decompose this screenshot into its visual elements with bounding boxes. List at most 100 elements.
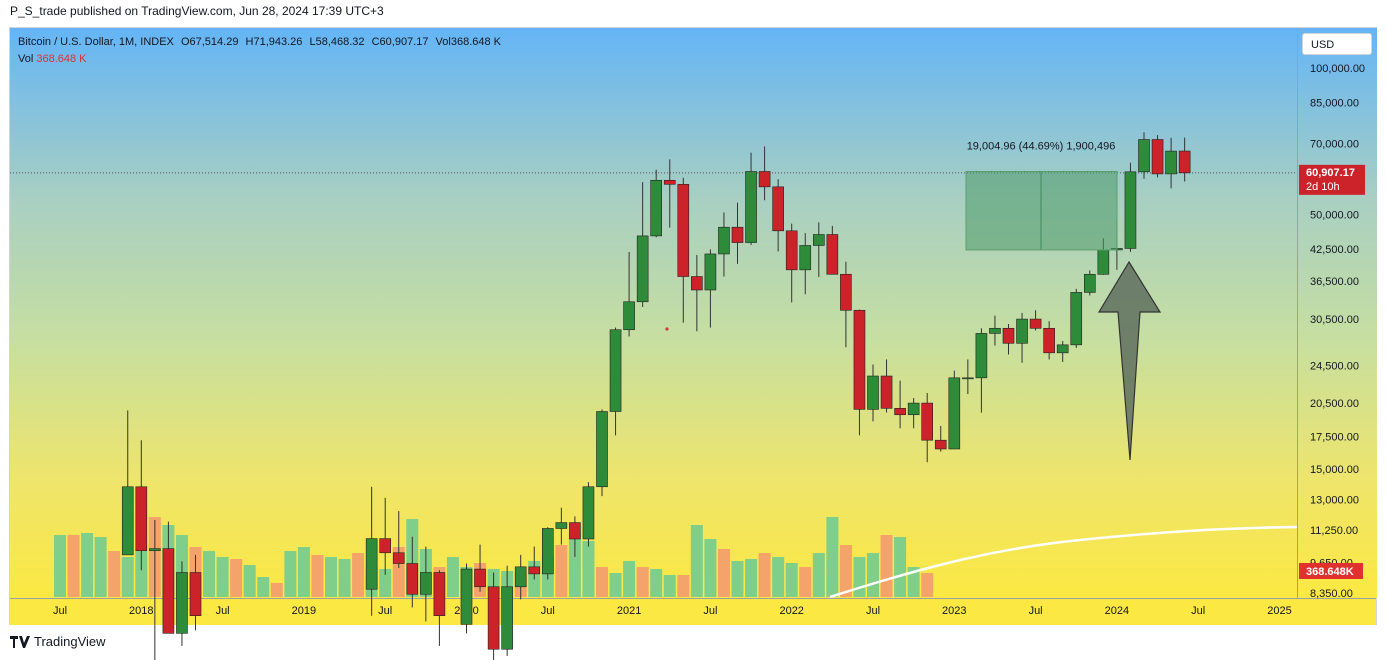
volume-bar xyxy=(799,567,812,597)
legend-high: H71,943.26 xyxy=(245,36,303,48)
time-tick-label: Jul xyxy=(378,605,392,617)
candle-body xyxy=(894,408,906,416)
volume-bar xyxy=(311,555,324,597)
time-tick-label: Jul xyxy=(216,605,230,617)
publish-info: P_S_trade published on TradingView.com, … xyxy=(10,4,384,18)
price-tick-label: 13,000.00 xyxy=(1310,494,1359,506)
volume-badge-value: 368.648K xyxy=(1306,566,1354,578)
candle-body xyxy=(1151,139,1164,175)
candle-body xyxy=(663,179,676,185)
candle-body xyxy=(1124,171,1137,249)
candle-body xyxy=(799,245,812,271)
legend-open: O67,514.29 xyxy=(180,36,239,48)
candle-body xyxy=(420,572,432,595)
volume-bar xyxy=(880,535,893,597)
volume-bar xyxy=(216,557,229,597)
candle-body xyxy=(907,402,920,416)
candle-body xyxy=(392,552,405,564)
candle-body xyxy=(1165,150,1177,175)
candle-body xyxy=(1138,139,1150,173)
candle-body xyxy=(921,402,934,441)
candle-body xyxy=(569,522,581,540)
candle-body xyxy=(555,522,568,529)
volume-bar xyxy=(623,561,636,597)
volume-bar xyxy=(690,525,703,597)
time-tick-label: Jul xyxy=(866,605,880,617)
price-tick-label: 8,350.00 xyxy=(1310,588,1353,600)
plot-area[interactable] xyxy=(10,28,1297,598)
volume-bar xyxy=(826,517,839,597)
measure-label: 19,004.96 (44.69%) 1,900,496 xyxy=(967,140,1116,152)
volume-bar xyxy=(772,557,785,597)
candle-body xyxy=(636,235,649,303)
time-tick-label: Jul xyxy=(1029,605,1043,617)
volume-bar xyxy=(894,537,907,597)
last-price-value: 60,907.17 xyxy=(1306,167,1355,179)
tradingview-logo-icon xyxy=(10,635,30,648)
legend-close: C60,907.17 xyxy=(371,36,429,48)
volume-bar xyxy=(853,557,866,597)
volume-bar xyxy=(717,549,730,597)
volume-bar xyxy=(325,557,337,597)
volume-bar xyxy=(270,583,283,597)
candle-body xyxy=(1178,150,1191,174)
volume-bar xyxy=(243,565,256,597)
volume-legend-label: Vol xyxy=(18,53,34,65)
volume-badge xyxy=(1299,563,1363,579)
volume-bar xyxy=(297,547,310,597)
candle-body xyxy=(189,572,202,617)
price-tick-label: 50,000.00 xyxy=(1310,210,1359,222)
candle-body xyxy=(853,309,866,410)
volume-bar xyxy=(907,567,920,597)
brand-name: TradingView xyxy=(34,634,106,649)
price-scale[interactable] xyxy=(1297,28,1377,598)
volume-bar xyxy=(568,531,581,597)
candle-body xyxy=(474,568,486,588)
up-arrow-annotation xyxy=(1097,260,1162,461)
price-tick-label: 36,500.00 xyxy=(1310,276,1359,288)
price-tick-label: 17,500.00 xyxy=(1310,432,1359,444)
volume-bar xyxy=(284,551,297,597)
volume-bar xyxy=(230,559,243,597)
candle-body xyxy=(501,586,513,650)
volume-bar xyxy=(785,563,798,597)
candle-body xyxy=(1002,327,1015,344)
price-tick-label: 85,000.00 xyxy=(1310,97,1359,109)
volume-bar xyxy=(677,575,690,597)
candle-body xyxy=(677,183,690,277)
volume-bar xyxy=(81,533,94,597)
candle-body xyxy=(514,566,527,588)
time-scale[interactable] xyxy=(10,598,1376,625)
volume-bar xyxy=(379,569,392,597)
volume-legend: Vol 368.648 K xyxy=(18,53,87,65)
candle-body xyxy=(880,375,893,409)
candle-body xyxy=(1043,327,1055,354)
time-tick-label: 2025 xyxy=(1267,605,1291,617)
volume-bar xyxy=(650,569,663,597)
volume-bar xyxy=(758,553,771,597)
legend-symbol: Bitcoin / U.S. Dollar, 1M, INDEX xyxy=(18,36,174,48)
volume-bar xyxy=(257,577,270,597)
candle-body xyxy=(176,572,188,634)
candle-body xyxy=(785,230,798,271)
currency-button[interactable]: USD xyxy=(1302,33,1372,55)
candle-body xyxy=(379,538,392,554)
candle-body xyxy=(406,563,419,595)
candle-body xyxy=(745,171,757,243)
volume-bar xyxy=(338,559,351,597)
candle-body xyxy=(623,301,635,331)
volume-bar xyxy=(94,537,107,597)
candle-body xyxy=(867,375,879,410)
volume-bar xyxy=(121,557,134,597)
volume-bar xyxy=(352,553,365,597)
candle-body xyxy=(691,276,703,291)
candle-body xyxy=(609,329,622,412)
time-tick-label: 2024 xyxy=(1105,605,1129,617)
candle-body xyxy=(1084,273,1096,293)
candle-body xyxy=(135,486,148,551)
volume-legend-value: 368.648 K xyxy=(36,53,87,65)
candle-body xyxy=(1056,344,1069,354)
ohlc-legend: Bitcoin / U.S. Dollar, 1M, INDEX O67,514… xyxy=(18,36,505,48)
candle-body xyxy=(718,226,730,255)
price-tick-label: 11,250.00 xyxy=(1310,525,1358,537)
